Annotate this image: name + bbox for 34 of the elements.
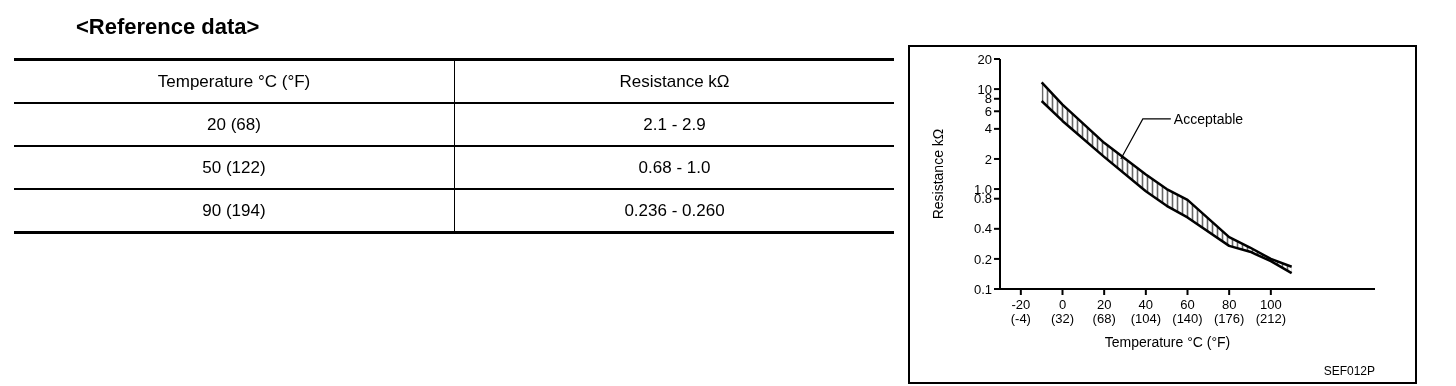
x2-tick-label: (176) xyxy=(1213,311,1245,326)
x-tick-label: 60 xyxy=(1180,297,1195,312)
x2-tick-label: (-4) xyxy=(1010,311,1031,326)
text: 50 (122) xyxy=(201,156,267,179)
x-tick-label: -20 xyxy=(1011,297,1031,312)
y-tick-label: 20 xyxy=(977,51,992,67)
x2-tick-label: (32) xyxy=(1050,311,1075,326)
y-axis-title: Resistance kΩ xyxy=(929,128,946,220)
x-tick-label: 20 xyxy=(1096,297,1112,312)
y-tick-label: 6 xyxy=(984,103,992,119)
text: Resistance kΩ xyxy=(454,61,894,102)
text: 90 (194) xyxy=(201,199,267,222)
annotation: Acceptable xyxy=(1173,110,1244,127)
text: SEF012P xyxy=(1323,364,1375,378)
text: 0.236 - 0.260 xyxy=(454,190,894,231)
x-tick-label: 100 xyxy=(1259,297,1282,312)
x2-tick-label: (68) xyxy=(1092,311,1116,326)
y-tick-label: 0.2 xyxy=(973,251,992,267)
y-tick-label: 4 xyxy=(984,121,992,137)
y-tick-label: 0.1 xyxy=(973,281,992,297)
y-tick-label: 0.4 xyxy=(973,221,992,237)
x2-tick-label: (140) xyxy=(1172,311,1203,326)
x2-tick-label: (212) xyxy=(1255,311,1287,326)
text: 0.68 - 1.0 xyxy=(454,147,894,188)
text: 20 (68) xyxy=(206,113,262,136)
x-tick-label: 80 xyxy=(1221,297,1237,312)
x-tick-label: 0 xyxy=(1058,297,1067,312)
x-axis-title: Temperature °C (°F) xyxy=(1104,334,1231,350)
text: Temperature °C (°F) xyxy=(156,70,312,93)
x2-tick-label: (104) xyxy=(1130,311,1162,326)
text: <Reference data> xyxy=(76,14,261,40)
y-tick-label: 2 xyxy=(984,151,992,167)
text: 2.1 - 2.9 xyxy=(454,104,894,145)
x-tick-label: 40 xyxy=(1138,297,1154,312)
